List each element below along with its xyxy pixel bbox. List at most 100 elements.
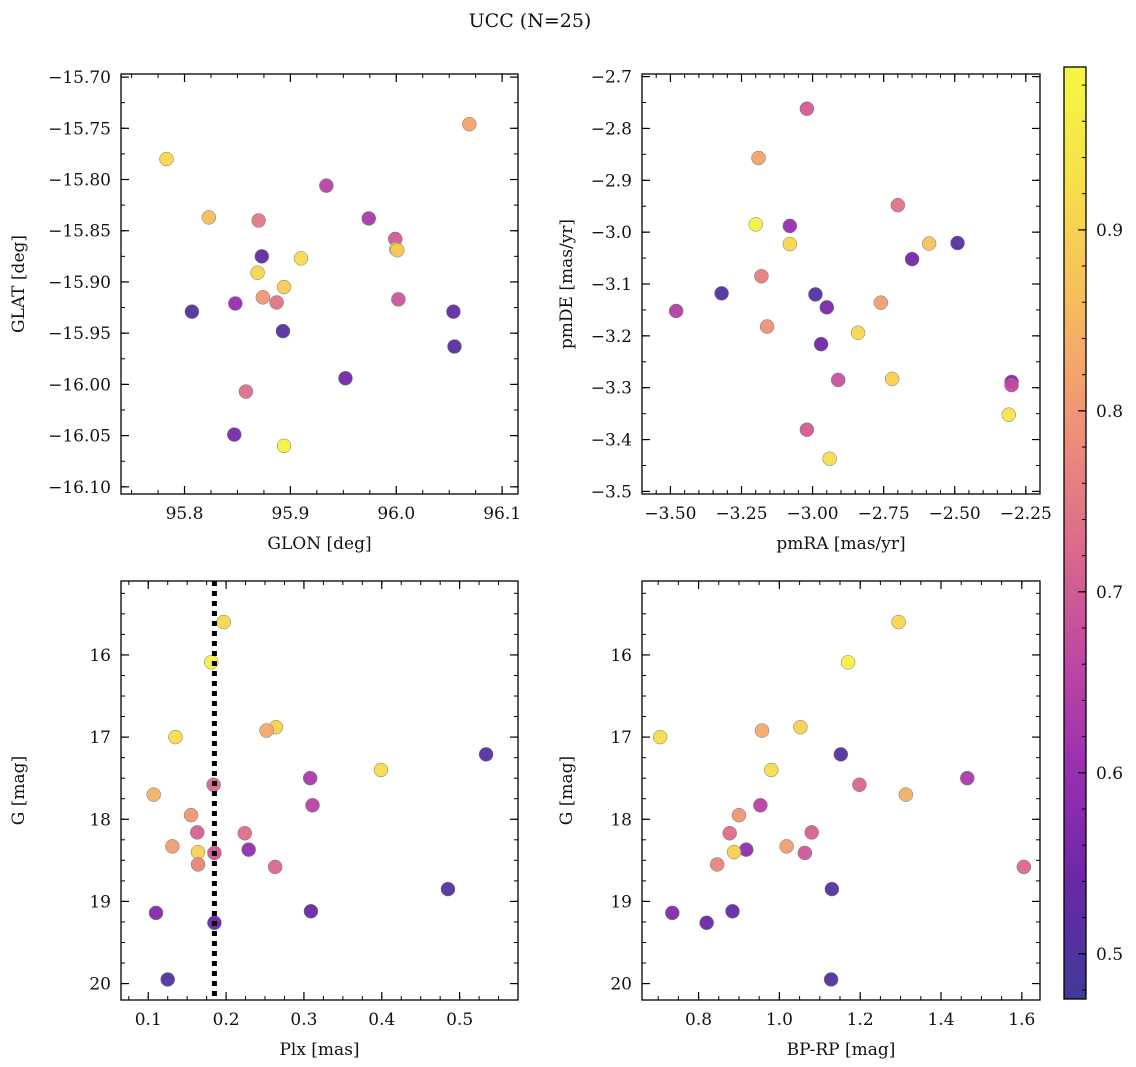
y-tick-label: 18 — [610, 810, 632, 830]
y-tick-label: 17 — [610, 728, 632, 748]
scatter-point — [275, 323, 291, 339]
scatter-point — [921, 236, 937, 251]
scatter-point — [1001, 407, 1016, 422]
colorbar-tick-label: 0.8 — [1096, 402, 1123, 422]
scatter-point — [1016, 859, 1032, 875]
x-tick-label: 1.0 — [766, 1010, 793, 1030]
y-tick-label: −16.00 — [48, 375, 111, 395]
scatter-point — [184, 304, 200, 319]
scatter-point — [390, 242, 405, 258]
y-tick-label: 20 — [610, 975, 632, 995]
x-axis-label: BP-RP [mag] — [787, 1040, 896, 1060]
scatter-point — [391, 292, 406, 307]
scatter-point — [738, 842, 754, 857]
scatter-point — [168, 729, 183, 745]
y-tick-label: 19 — [610, 892, 632, 912]
scatter-point — [808, 287, 823, 302]
scatter-point — [462, 116, 477, 132]
y-tick-label: −2.8 — [591, 119, 632, 139]
scatter-point — [190, 825, 205, 840]
scatter-point — [748, 217, 763, 232]
scatter-point — [276, 438, 292, 454]
scatter-point — [751, 150, 766, 166]
scatter-point — [782, 218, 798, 234]
scatter-points — [146, 614, 494, 987]
x-tick-label: 0.2 — [213, 1010, 240, 1030]
y-tick-label: −15.75 — [48, 119, 111, 139]
x-tick-label: 95.9 — [271, 504, 309, 524]
plot-frame — [641, 580, 1041, 1001]
colorbar-tick-label: 0.6 — [1096, 764, 1123, 784]
x-tick-label: −2.25 — [1000, 504, 1052, 524]
x-tick-label: −3.25 — [715, 504, 767, 524]
x-tick-label: −2.50 — [929, 504, 981, 524]
scatter-point — [830, 372, 846, 388]
colorbar-tick-label: 0.7 — [1096, 583, 1123, 603]
scatter-point — [201, 210, 217, 225]
scatter-point — [159, 151, 174, 167]
colorbar-bar — [1063, 66, 1087, 1000]
scatter-point — [146, 787, 161, 802]
scatter-point — [709, 857, 725, 872]
scatter-point — [850, 325, 866, 340]
scatter-point — [754, 723, 770, 738]
scatter-point — [652, 729, 668, 745]
scatter-point — [251, 213, 266, 228]
x-tick-label: 1.6 — [1008, 1010, 1035, 1030]
scatter-point — [160, 972, 175, 987]
x-tick-label: 96.1 — [483, 504, 521, 524]
scatter-point — [238, 384, 254, 399]
scatter-point — [824, 881, 840, 897]
scatter-point — [183, 807, 199, 823]
y-axis-label: G [mag] — [9, 756, 29, 825]
scatter-point — [714, 286, 729, 301]
x-axis-label: GLON [deg] — [267, 534, 371, 554]
scatter-point — [799, 422, 815, 437]
y-tick-label: −3.5 — [591, 482, 632, 502]
scatter-point — [237, 825, 253, 841]
y-axis-label: GLAT [deg] — [9, 235, 29, 333]
scatter-point — [884, 371, 900, 387]
scatter-point — [904, 251, 920, 267]
scatter-point — [259, 723, 274, 738]
scatter-point — [823, 972, 839, 987]
scatter-point — [241, 842, 256, 857]
scatter-point — [447, 339, 462, 354]
scatter-point — [255, 290, 271, 305]
y-tick-label: −3.2 — [591, 327, 632, 347]
scatter-point — [725, 904, 740, 919]
scatter-point — [726, 844, 742, 860]
figure-title: UCC (N=25) — [469, 10, 592, 32]
scatter-point — [250, 265, 265, 280]
scatter-point — [873, 295, 889, 310]
scatter-point — [267, 859, 283, 875]
scatter-point — [338, 370, 353, 386]
scatter-point — [190, 844, 206, 860]
scatter-point — [190, 857, 206, 872]
scatter-point — [852, 777, 867, 792]
scatter-point — [779, 839, 794, 854]
y-tick-label: −15.70 — [48, 68, 111, 88]
bprp-g-panel: 0.8 1.0 1.2 1.4 1.6 16 17 18 19 20 BP-RP [mag] G [m… — [557, 580, 1041, 1060]
scatter-point — [764, 762, 779, 778]
y-axis-label: pmDE [mas/yr] — [557, 219, 577, 349]
x-tick-label: −2.75 — [858, 504, 910, 524]
scatter-points — [652, 614, 1032, 987]
scatter-point — [819, 300, 835, 315]
y-tick-label: 16 — [610, 646, 632, 666]
scatter-point — [722, 825, 737, 841]
y-tick-label: −2.9 — [591, 171, 632, 191]
x-tick-label: 1.4 — [927, 1010, 954, 1030]
scatter-point — [373, 762, 389, 778]
y-tick-label: −15.80 — [48, 171, 111, 191]
scatter-point — [813, 336, 829, 352]
y-tick-label: 16 — [89, 646, 111, 666]
y-tick-label: −3.1 — [591, 275, 632, 295]
colorbar-tick-label: 0.9 — [1096, 221, 1123, 241]
scatter-point — [361, 211, 376, 226]
colorbar: 0.5 0.6 0.7 0.8 0.9 — [1063, 66, 1123, 1000]
scatter-point — [833, 747, 849, 762]
scatter-point — [216, 614, 232, 630]
scatter-point — [269, 295, 284, 310]
